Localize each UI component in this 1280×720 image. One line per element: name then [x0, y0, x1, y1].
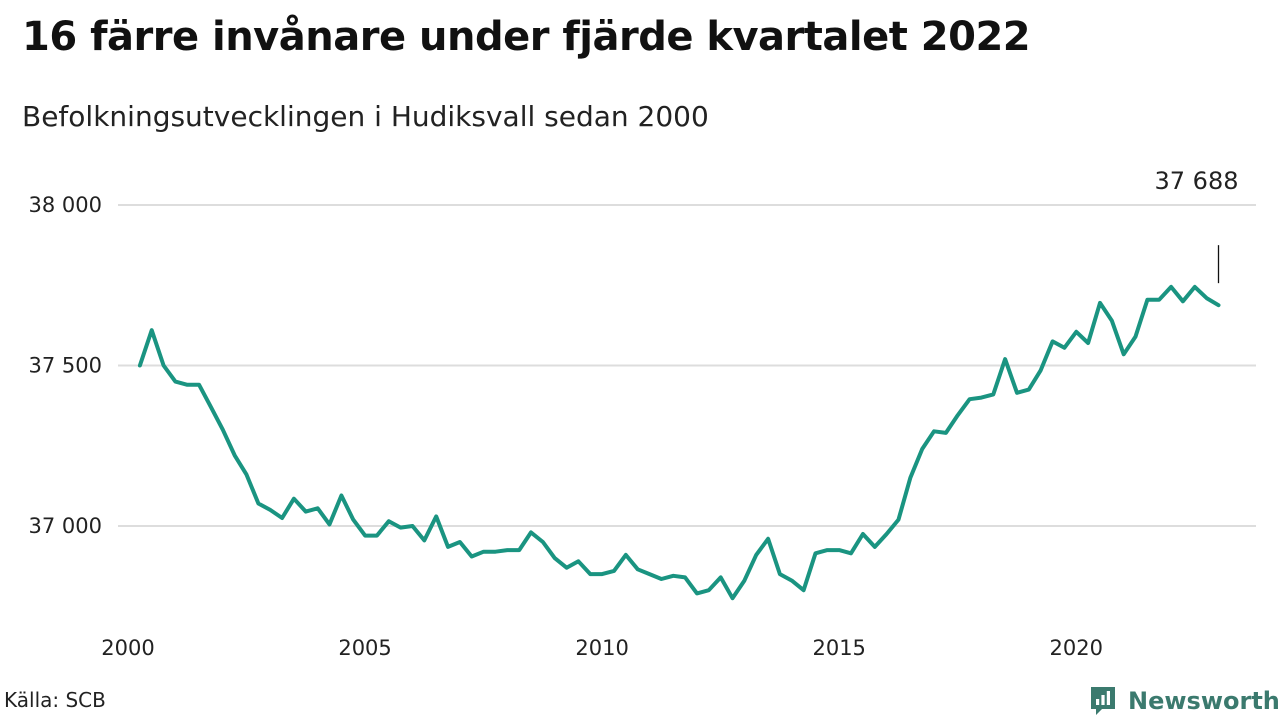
- y-axis-tick-labels: 37 000 37 500 38 000: [29, 193, 102, 538]
- brand-name: Newsworthy: [1128, 687, 1280, 715]
- x-tick-label: 2015: [812, 636, 865, 660]
- x-tick-label: 2005: [338, 636, 391, 660]
- x-tick-label: 2000: [101, 636, 154, 660]
- last-value-label: 37 688: [1155, 167, 1239, 195]
- source-note: Källa: SCB: [4, 688, 106, 712]
- chart-title: 16 färre invånare under fjärde kvartalet…: [22, 14, 1031, 60]
- y-tick-label: 37 500: [29, 354, 102, 378]
- y-tick-label: 37 000: [29, 514, 102, 538]
- newsworthy-logo-icon: [1091, 687, 1115, 715]
- x-tick-label: 2020: [1050, 636, 1103, 660]
- y-tick-label: 38 000: [29, 193, 102, 217]
- x-tick-label: 2010: [575, 636, 628, 660]
- newsworthy-brand[interactable]: Newsworthy: [1088, 684, 1280, 718]
- gridlines: [118, 204, 1256, 527]
- chart-subtitle: Befolkningsutvecklingen i Hudiksvall sed…: [22, 100, 709, 133]
- x-axis-tick-labels: 2000 2005 2010 2015 2020: [101, 636, 1103, 660]
- population-line: [137, 284, 1221, 601]
